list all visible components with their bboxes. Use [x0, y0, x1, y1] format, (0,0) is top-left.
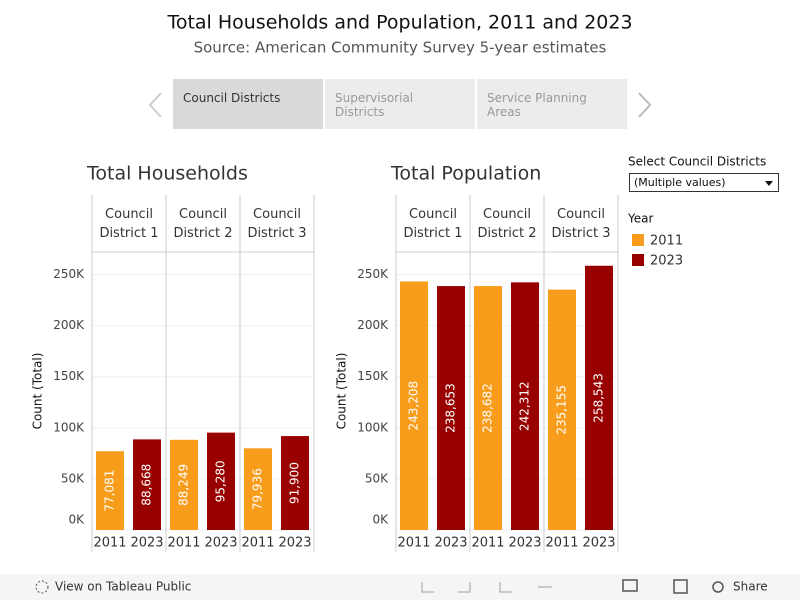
filter-value[interactable]: (Multiple values) — [634, 176, 726, 189]
data-label: 238,653 — [444, 383, 458, 433]
bar — [400, 281, 428, 530]
y-tick-label: 50K — [61, 471, 85, 485]
tab[interactable]: Service Planning Areas — [477, 79, 627, 129]
group-header: Council District 3 — [551, 207, 611, 241]
y-tick-label: 200K — [357, 318, 389, 332]
bar — [585, 265, 613, 530]
y-tick-label: 150K — [53, 369, 85, 383]
data-label: 79,936 — [251, 468, 265, 510]
y-tick-label: 100K — [53, 420, 85, 434]
x-tick-label: 2011 — [397, 536, 430, 551]
data-label: 235,155 — [555, 385, 569, 435]
group-header: Council District 2 — [173, 207, 233, 241]
y-axis-title: Count (Total) — [335, 353, 349, 430]
legend-swatch — [632, 254, 644, 266]
y-tick-label: 250K — [357, 267, 389, 281]
x-tick-label: 2023 — [204, 536, 237, 551]
y-tick-label: 0K — [372, 513, 389, 527]
redo-icon[interactable] — [458, 582, 471, 593]
chart-title: Total Households — [86, 163, 248, 185]
toolbar-icons — [421, 579, 724, 594]
x-tick-label: 2011 — [167, 536, 200, 551]
y-tick-label: 150K — [357, 369, 389, 383]
y-tick-label: 250K — [53, 267, 85, 281]
x-tick-label: 2023 — [130, 536, 163, 551]
share-icon — [712, 581, 724, 593]
prev-arrow[interactable] — [148, 92, 162, 118]
group-header: Council District 2 — [477, 207, 537, 241]
tab[interactable]: Council Districts — [173, 79, 323, 129]
data-label: 242,312 — [518, 381, 532, 431]
legend-label: 2023 — [650, 254, 683, 269]
revert-icon[interactable] — [499, 582, 512, 593]
y-tick-label: 200K — [53, 318, 85, 332]
bar — [548, 289, 576, 530]
legend-title: Year — [627, 212, 653, 226]
y-tick-label: 0K — [68, 513, 85, 527]
view-link[interactable]: View on Tableau Public — [55, 580, 191, 594]
tab[interactable]: Supervisorial Districts — [325, 79, 475, 129]
bar — [133, 439, 161, 530]
group-header: Council District 1 — [99, 207, 159, 241]
data-label: 77,081 — [103, 470, 117, 512]
bar — [96, 451, 124, 530]
x-tick-label: 2011 — [471, 536, 504, 551]
download-icon[interactable] — [622, 579, 638, 592]
group-header: Council District 1 — [403, 207, 463, 241]
x-tick-label: 2011 — [93, 536, 126, 551]
bar — [511, 282, 539, 530]
x-tick-label: 2023 — [434, 536, 467, 551]
y-axis-title: Count (Total) — [31, 353, 45, 430]
data-label: 238,682 — [481, 383, 495, 433]
x-tick-label: 2023 — [582, 536, 615, 551]
chart-title: Total Population — [390, 163, 541, 185]
data-label: 91,900 — [288, 462, 302, 504]
tableau-icon — [35, 580, 49, 594]
data-label: 258,543 — [592, 373, 606, 423]
dashboard-title: Total Households and Population, 2011 an… — [166, 12, 632, 34]
data-label: 88,249 — [177, 464, 191, 506]
y-tick-label: 50K — [365, 471, 389, 485]
bar — [244, 448, 272, 530]
data-label: 88,668 — [140, 464, 154, 506]
toolbar — [0, 574, 800, 600]
x-tick-label: 2023 — [278, 536, 311, 551]
dropdown-caret — [765, 181, 773, 186]
share-button[interactable]: Share — [733, 580, 768, 594]
filter-label: Select Council Districts — [628, 155, 766, 169]
bar — [207, 432, 235, 530]
bar — [474, 286, 502, 530]
legend-swatch — [632, 234, 644, 246]
x-tick-label: 2023 — [508, 536, 541, 551]
dashboard-subtitle: Source: American Community Survey 5-year… — [194, 39, 607, 57]
x-tick-label: 2011 — [241, 536, 274, 551]
legend-label: 2011 — [650, 234, 683, 249]
x-tick-label: 2011 — [545, 536, 578, 551]
filter-dropdown[interactable] — [629, 173, 779, 192]
bar — [170, 439, 198, 530]
undo-icon[interactable] — [421, 582, 434, 593]
y-tick-label: 100K — [357, 420, 389, 434]
data-label: 243,208 — [407, 381, 421, 431]
next-arrow[interactable] — [638, 92, 652, 118]
fullscreen-icon[interactable] — [673, 579, 688, 594]
bar — [437, 286, 465, 530]
bar — [281, 436, 309, 530]
data-label: 95,280 — [214, 460, 228, 502]
group-header: Council District 3 — [247, 207, 307, 241]
